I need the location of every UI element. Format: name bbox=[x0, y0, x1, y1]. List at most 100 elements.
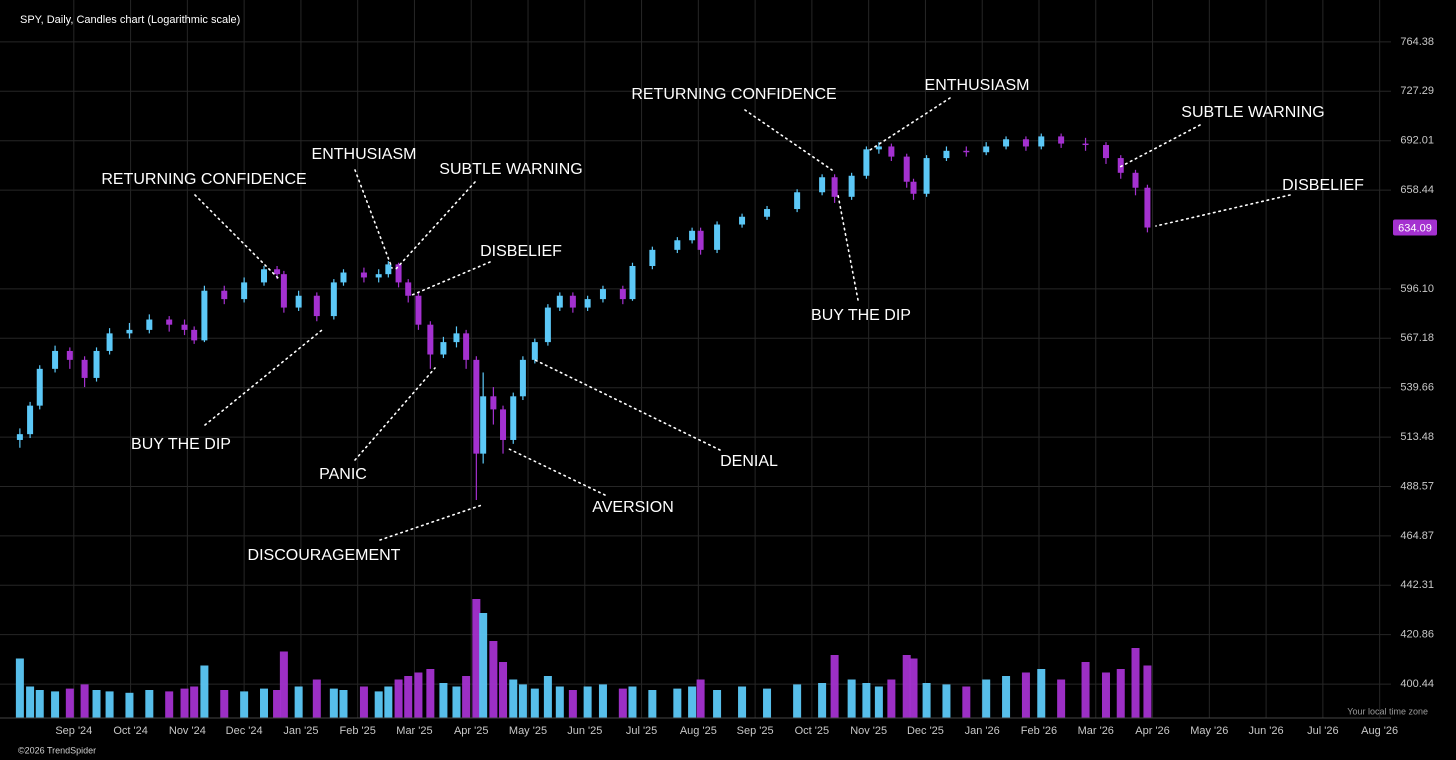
volume-bar bbox=[583, 686, 592, 718]
candle-body bbox=[649, 249, 656, 266]
volume-bar bbox=[1021, 672, 1030, 718]
candle-body bbox=[66, 350, 73, 360]
chart-title: SPY, Daily, Candles chart (Logarithmic s… bbox=[20, 14, 240, 26]
annotation-leader bbox=[1117, 124, 1201, 169]
annotation-label: DISBELIEF bbox=[480, 243, 562, 260]
last-price-label: 634.09 bbox=[1398, 222, 1432, 234]
volume-bar bbox=[962, 686, 971, 718]
volume-bar bbox=[874, 686, 883, 718]
x-tick-label: Jan '26 bbox=[965, 725, 1000, 737]
volume-bar bbox=[472, 599, 481, 718]
candle-body bbox=[106, 333, 113, 351]
volume-bar bbox=[426, 669, 435, 718]
volume-bar bbox=[15, 658, 24, 718]
volume-bar bbox=[439, 683, 448, 718]
candle-body bbox=[674, 240, 681, 250]
candle-body bbox=[126, 329, 133, 334]
volume-bar bbox=[555, 686, 564, 718]
volume-bar bbox=[479, 613, 488, 718]
volume-bar bbox=[830, 655, 839, 718]
candle-body bbox=[375, 274, 382, 278]
annotation-label: ENTHUSIASM bbox=[312, 146, 417, 163]
candle-body bbox=[27, 405, 34, 435]
volume-bar bbox=[339, 690, 348, 718]
candle-body bbox=[221, 290, 228, 300]
annotation-label: DISCOURAGEMENT bbox=[248, 547, 401, 564]
volume-bar bbox=[489, 641, 498, 718]
candle-body bbox=[241, 282, 248, 300]
candle-body bbox=[201, 290, 208, 341]
x-tick-label: Oct '25 bbox=[795, 725, 830, 737]
volume-bar bbox=[847, 679, 856, 718]
candle-layer bbox=[16, 133, 1151, 500]
x-tick-label: Sep '25 bbox=[737, 725, 774, 737]
candle-body bbox=[943, 150, 950, 159]
candle-body bbox=[963, 150, 970, 153]
x-tick-label: Apr '25 bbox=[454, 725, 489, 737]
volume-bar bbox=[909, 658, 918, 718]
annotation-label: BUY THE DIP bbox=[131, 436, 231, 453]
volume-bar bbox=[359, 686, 368, 718]
annotation-label: SUBTLE WARNING bbox=[1181, 104, 1324, 121]
volume-bar bbox=[105, 691, 114, 718]
annotation-label: RETURNING CONFIDENCE bbox=[101, 171, 306, 188]
y-tick-label: 539.66 bbox=[1400, 382, 1434, 394]
volume-bar bbox=[1081, 662, 1090, 718]
annotation-label: DISBELIEF bbox=[1282, 177, 1364, 194]
candle-body bbox=[599, 289, 606, 300]
candle-body bbox=[1038, 136, 1045, 147]
annotation-label: ENTHUSIASM bbox=[925, 77, 1030, 94]
x-tick-label: May '25 bbox=[509, 725, 547, 737]
candle-body bbox=[261, 269, 268, 283]
annotation-leader bbox=[837, 194, 859, 301]
x-tick-label: Dec '24 bbox=[226, 725, 263, 737]
volume-bar bbox=[145, 690, 154, 718]
candle-body bbox=[427, 324, 434, 355]
volume-bar bbox=[294, 686, 303, 718]
candle-body bbox=[794, 192, 801, 210]
candle-body bbox=[619, 289, 626, 300]
candle-body bbox=[93, 350, 100, 378]
y-tick-label: 400.44 bbox=[1400, 678, 1434, 690]
volume-bar bbox=[80, 684, 89, 718]
candle-body bbox=[463, 333, 470, 360]
candle-body bbox=[395, 264, 402, 283]
candle-body bbox=[385, 264, 392, 275]
y-tick-label: 692.01 bbox=[1400, 135, 1434, 147]
volume-bar bbox=[329, 688, 338, 718]
candle-body bbox=[739, 216, 746, 225]
candle-body bbox=[510, 396, 517, 440]
credit: ©2026 TrendSpider bbox=[18, 745, 96, 755]
volume-bar bbox=[598, 684, 607, 718]
volume-bar bbox=[1116, 669, 1125, 718]
candle-body bbox=[295, 295, 302, 308]
timezone-note: Your local time zone bbox=[1347, 706, 1428, 716]
x-tick-label: Aug '26 bbox=[1361, 725, 1398, 737]
candle-body bbox=[531, 342, 538, 360]
volume-bar bbox=[763, 688, 772, 718]
x-tick-label: Jul '26 bbox=[1307, 725, 1338, 737]
candle-body bbox=[340, 272, 347, 283]
volume-bar bbox=[862, 683, 871, 718]
x-tick-label: Nov '25 bbox=[850, 725, 887, 737]
volume-bar bbox=[618, 688, 627, 718]
volume-bar bbox=[165, 691, 174, 718]
x-tick-label: Jul '25 bbox=[626, 725, 657, 737]
x-tick-label: Oct '24 bbox=[113, 725, 148, 737]
volume-bar bbox=[1037, 669, 1046, 718]
volume-layer bbox=[15, 599, 1152, 718]
x-tick-label: May '26 bbox=[1190, 725, 1228, 737]
x-tick-label: Feb '25 bbox=[340, 725, 376, 737]
volume-bar bbox=[673, 688, 682, 718]
candle-body bbox=[888, 146, 895, 157]
volume-bar bbox=[628, 686, 637, 718]
y-tick-label: 658.44 bbox=[1400, 184, 1434, 196]
candle-body bbox=[330, 282, 337, 317]
candle-body bbox=[181, 324, 188, 330]
x-tick-label: Mar '25 bbox=[396, 725, 432, 737]
candle-body bbox=[903, 156, 910, 182]
candle-body bbox=[556, 295, 563, 308]
x-tick-label: Feb '26 bbox=[1021, 725, 1057, 737]
